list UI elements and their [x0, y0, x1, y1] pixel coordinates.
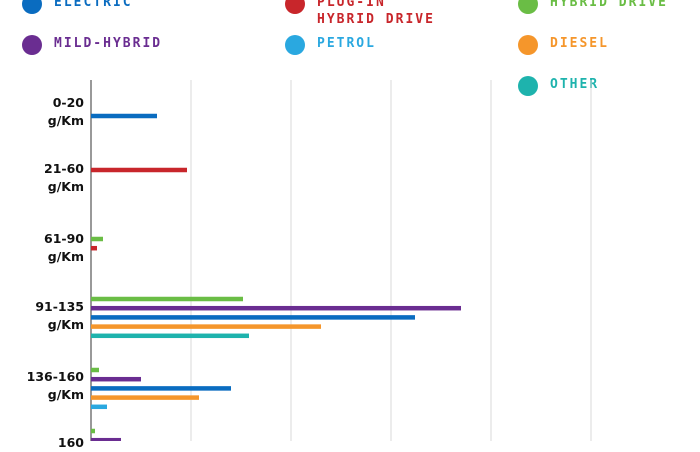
bar-3-2 [91, 296, 243, 302]
chart-plot-area [90, 80, 592, 441]
legend-item: DIESEL [518, 35, 609, 55]
bar-4-2 [91, 367, 99, 373]
legend-label: HYBRID DRIVE [550, 0, 668, 10]
bar-4-3 [91, 376, 141, 382]
legend-item: MILD-HYBRID [22, 35, 162, 55]
legend-label: PETROL [317, 36, 376, 51]
legend-label: ELECTRIC [54, 0, 133, 10]
bar-3-3 [91, 305, 461, 311]
legend-item: HYBRID DRIVE [518, 0, 668, 14]
category-label: 91-135 g/Km [35, 299, 84, 332]
emissions-bar-chart: ELECTRIC PLUG-IN HYBRID DRIVE HYBRID DRIVE… [22, 0, 668, 450]
bar-0-0 [91, 113, 157, 119]
bar-4-0 [91, 386, 231, 391]
category-label: 61-90 g/Km [44, 231, 84, 264]
legend-label: MILD-HYBRID [54, 36, 163, 51]
legend-swatch [285, 0, 305, 14]
legend-swatch [518, 35, 538, 55]
legend-item: OTHER [518, 76, 599, 96]
category-label: 0-20 g/Km [47, 95, 84, 128]
bar-3-0 [91, 315, 415, 320]
bar-4-4 [91, 404, 107, 410]
legend-item: PETROL [285, 35, 376, 55]
legend-label: PLUG-IN HYBRID DRIVE [317, 0, 435, 27]
bar-2-1 [91, 245, 97, 251]
legend-swatch [22, 35, 42, 55]
legend-item: PLUG-IN HYBRID DRIVE [285, 0, 435, 28]
category-label: 136-160 g/Km [26, 369, 84, 402]
bar-1-1 [91, 167, 187, 173]
legend-swatch [22, 0, 42, 14]
bar-3-6 [91, 333, 249, 339]
legend-swatch [518, 76, 538, 96]
category-label: 21-60 g/Km [44, 161, 84, 194]
legend-label: DIESEL [550, 36, 609, 51]
legend-swatch [285, 35, 305, 55]
bar-5-2 [91, 428, 95, 434]
bar-4-5 [91, 395, 199, 400]
bar-3-5 [91, 324, 321, 329]
legend-item: ELECTRIC [22, 0, 133, 14]
bar-2-2 [91, 236, 103, 242]
legend-label: OTHER [550, 77, 600, 92]
bar-5-3 [91, 437, 121, 441]
legend-swatch [518, 0, 538, 14]
